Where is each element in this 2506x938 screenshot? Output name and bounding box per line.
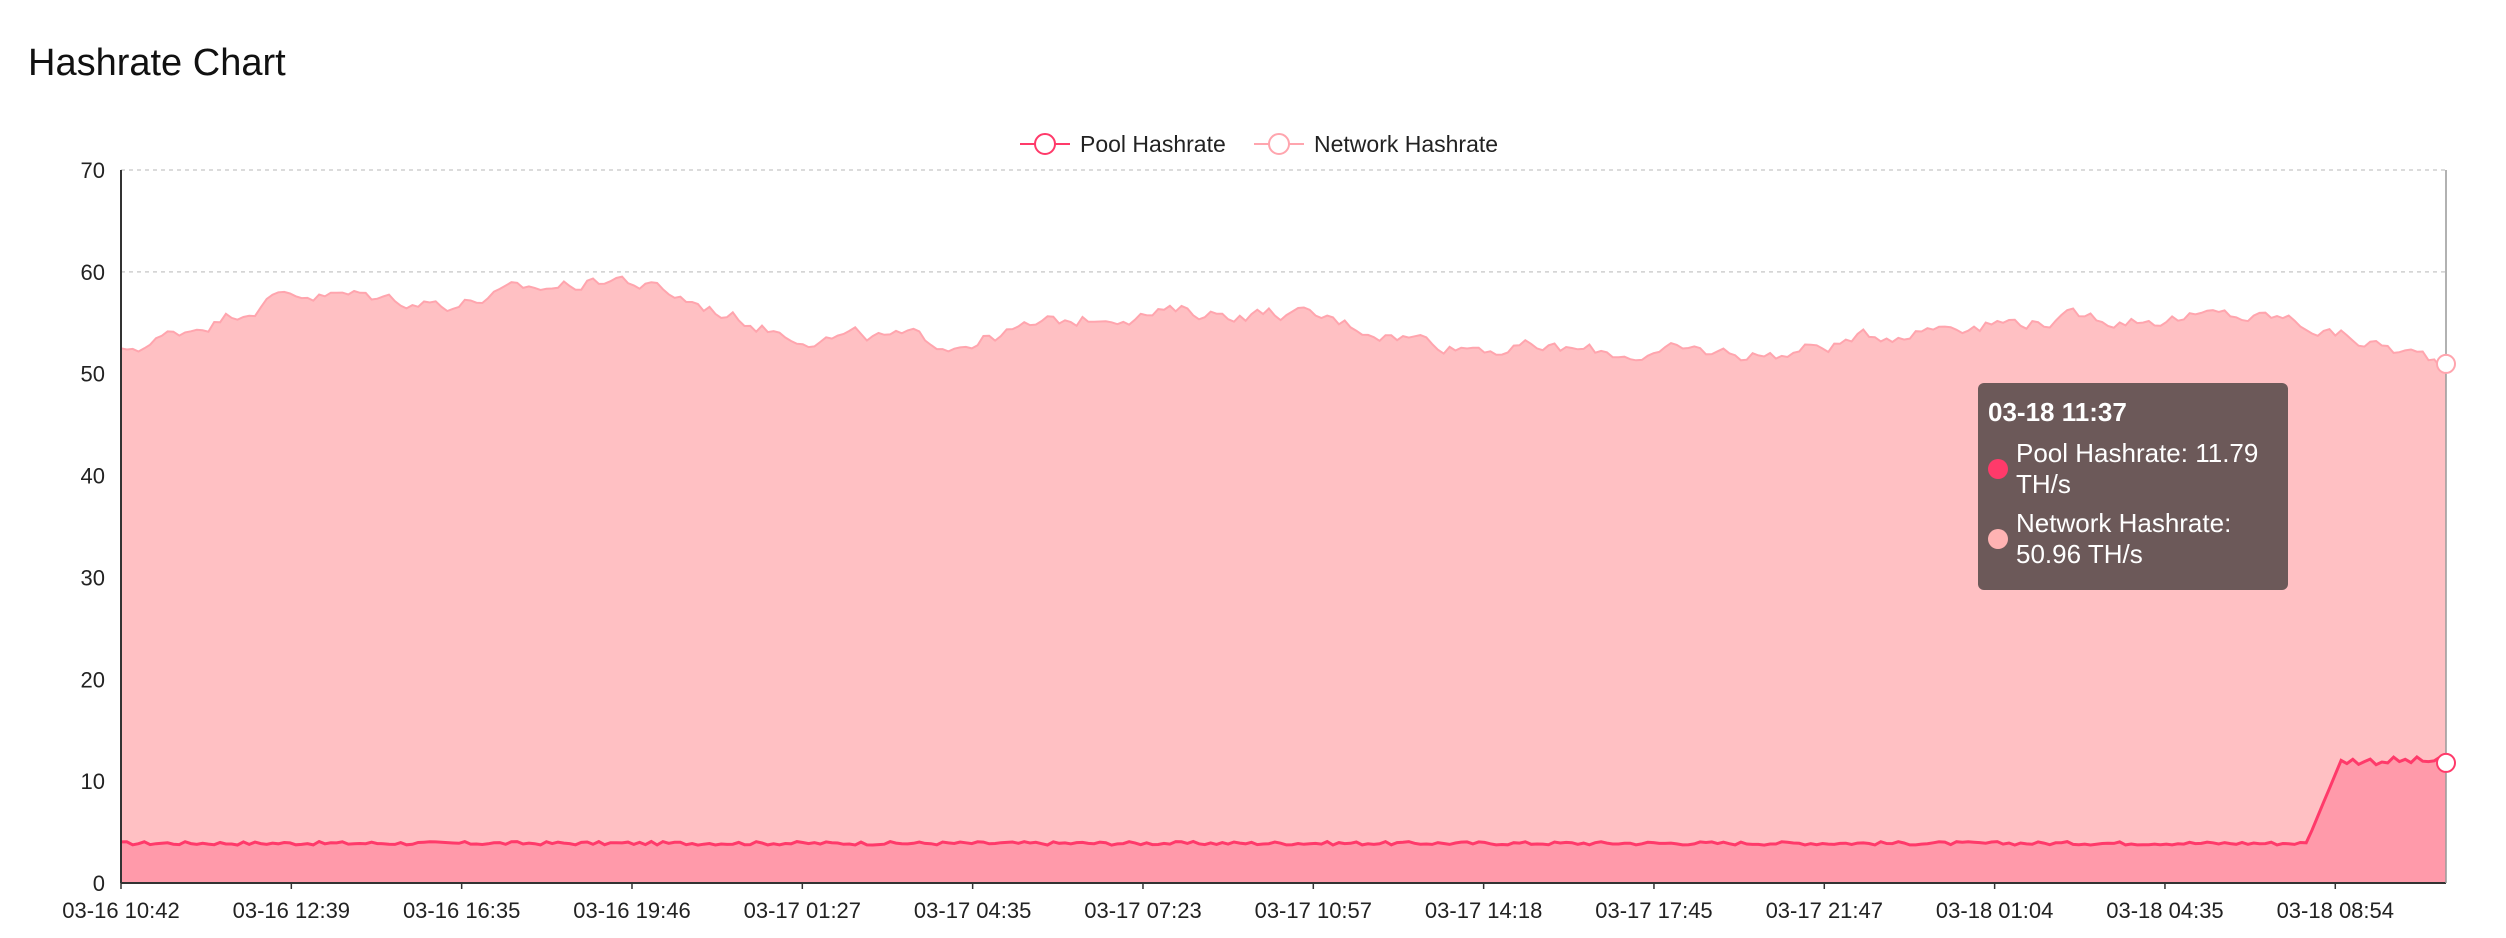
- pool-hover-marker: [2436, 752, 2456, 773]
- y-tick-label: 50: [81, 362, 105, 387]
- tooltip-pool-text: Pool Hashrate: 11.79 TH/s: [2016, 438, 2259, 499]
- network-color-dot: [1988, 529, 2008, 549]
- network-hashrate-legend-marker: [1268, 133, 1290, 155]
- network-hashrate-area: [121, 276, 2446, 884]
- x-tick-label: 03-18 01:04: [1936, 898, 2053, 923]
- y-tick-label: 30: [81, 565, 105, 590]
- y-axis-ticks: 0 10 20 30 40 50 60 70: [81, 158, 105, 896]
- legend: Pool Hashrate Network Hashrate: [1020, 131, 1498, 157]
- y-tick-label: 60: [81, 260, 105, 285]
- y-tick-label: 10: [81, 769, 105, 794]
- x-tick-label: 03-17 01:27: [744, 898, 861, 923]
- x-tick-label: 03-16 10:42: [62, 898, 179, 923]
- x-axis-ticks: 03-16 10:42 03-16 12:39 03-16 16:35 03-16 1…: [62, 883, 2394, 923]
- y-tick-label: 70: [81, 158, 105, 183]
- chart-tooltip: 03-18 11:37 Pool Hashrate: 11.79 TH/s Ne…: [1978, 383, 2288, 590]
- series-lines: [120, 275, 2448, 847]
- pool-hashrate-area: [121, 756, 2446, 883]
- tooltip-row-network: Network Hashrate: 50.96 TH/s: [1988, 508, 2278, 570]
- pool-hashrate-legend-marker: [1034, 133, 1056, 155]
- tooltip-title: 03-18 11:37: [1988, 397, 2127, 427]
- series-areas: [121, 276, 2446, 884]
- pool-hashrate-legend-label: Pool Hashrate: [1080, 131, 1226, 157]
- y-tick-label: 0: [93, 871, 105, 896]
- network-hover-marker: [2436, 353, 2456, 374]
- x-tick-label: 03-16 19:46: [573, 898, 690, 923]
- x-tick-label: 03-18 08:54: [2277, 898, 2394, 923]
- hover-markers: [2436, 353, 2456, 773]
- x-tick-label: 03-17 04:35: [914, 898, 1031, 923]
- x-tick-label: 03-16 12:39: [233, 898, 350, 923]
- x-tick-label: 03-18 04:35: [2106, 898, 2223, 923]
- x-tick-label: 03-17 10:57: [1255, 898, 1372, 923]
- x-tick-label: 03-17 14:18: [1425, 898, 1542, 923]
- tooltip-network-text: Network Hashrate: 50.96 TH/s: [2016, 508, 2232, 569]
- y-tick-label: 40: [81, 464, 105, 489]
- network-hashrate-legend-label: Network Hashrate: [1314, 131, 1498, 157]
- tooltip-row-pool: Pool Hashrate: 11.79 TH/s: [1988, 438, 2278, 500]
- network-hashrate-line: [120, 275, 2447, 369]
- pool-color-dot: [1988, 459, 2008, 479]
- x-tick-label: 03-16 16:35: [403, 898, 520, 923]
- x-tick-label: 03-17 17:45: [1595, 898, 1712, 923]
- y-tick-label: 20: [81, 667, 105, 692]
- x-tick-label: 03-17 07:23: [1084, 898, 1201, 923]
- pool-hashrate-line: [120, 754, 2448, 847]
- page-title: Hashrate Chart: [28, 42, 286, 84]
- x-tick-label: 03-17 21:47: [1766, 898, 1883, 923]
